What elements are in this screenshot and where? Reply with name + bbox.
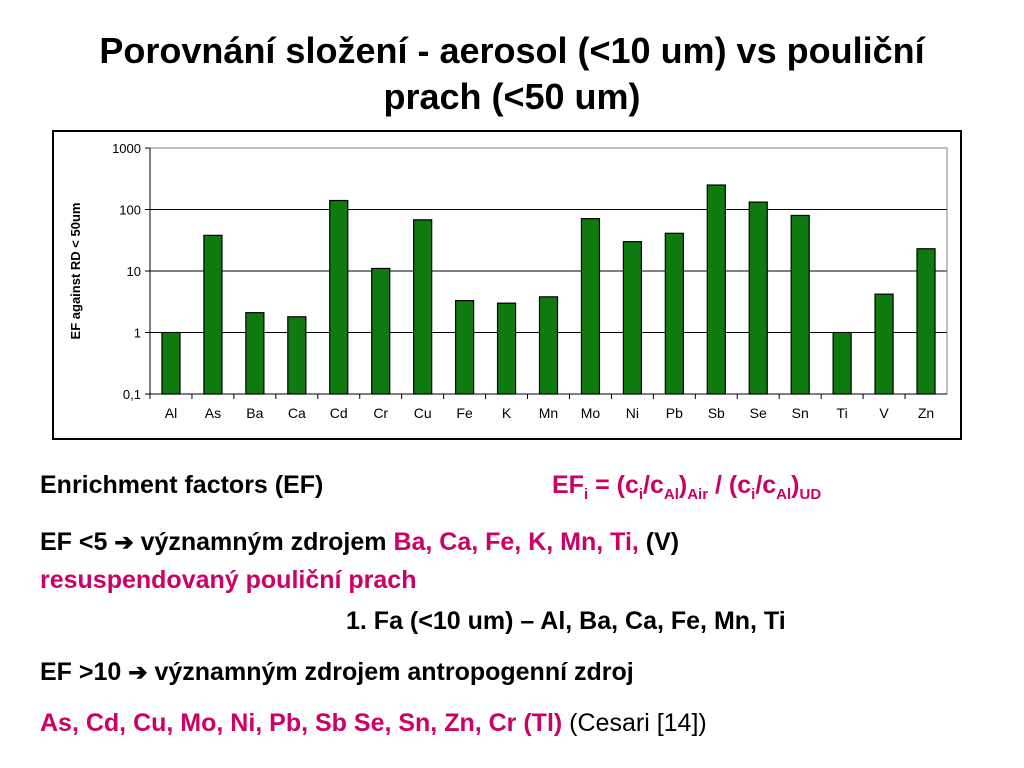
formula-sub-air: Air: [687, 486, 709, 503]
resuspended-dust-line: resuspendovaný pouliční prach: [40, 566, 417, 594]
ef-heading-line: Enrichment factors (EF): [40, 470, 323, 500]
formula-eq-open: = (c: [588, 471, 639, 499]
bar-v: [874, 293, 894, 395]
formula-slash-c: /c: [643, 471, 664, 499]
bar-al: [161, 331, 181, 395]
bar-as: [203, 234, 223, 395]
x-tick-label: Ni: [626, 405, 639, 421]
slide-title: Porovnání složení - aerosol (<10 um) vs …: [0, 28, 1024, 120]
x-tick-label: Ti: [837, 405, 848, 421]
x-tick-label: Cu: [414, 405, 432, 421]
x-tick-label: Mn: [539, 405, 558, 421]
x-tick-label: Se: [750, 405, 767, 421]
anthropogenic-elements: As, Cd, Cu, Mo, Ni, Pb, Sb Se, Sn, Zn, C…: [40, 709, 563, 737]
chart-frame: 0,1 1 10 100 1000 Al As Ba Ca Cd Cr Cu Fe K Mn Mo Ni Pb Sb…: [52, 130, 962, 440]
formula-close-ud: ): [791, 471, 800, 499]
formula-sub-i: i: [583, 486, 589, 503]
bar-ca: [287, 316, 307, 395]
x-tick-label: Fe: [456, 405, 473, 421]
ef-low-suffix: (V): [638, 528, 680, 556]
x-tick-label: K: [502, 405, 512, 421]
formula-slash-c-2: /c: [755, 471, 777, 499]
x-tick-label: As: [205, 405, 221, 421]
x-tick-label: Pb: [666, 405, 683, 421]
ef-formula: EFi = (ci/cAl)Air / (ci/cAl)UD: [552, 470, 822, 503]
ef-high-prefix: EF >10: [40, 658, 129, 686]
y-tick-label: 1000: [112, 141, 141, 156]
ef-heading: Enrichment factors (EF): [40, 471, 324, 499]
ef-high-suffix: významným zdrojem antropogenní zdroj: [147, 658, 634, 686]
x-tick-label: Ba: [246, 405, 263, 421]
y-tick-label: 0,1: [123, 387, 141, 402]
bar-mo: [580, 218, 601, 395]
bar-ti: [832, 331, 852, 395]
x-tick-label: V: [879, 405, 889, 421]
x-tick-label: Al: [165, 405, 177, 421]
x-tick-label: Mo: [581, 405, 601, 421]
formula-ef: EF: [552, 471, 584, 499]
x-tick-label: Cd: [330, 405, 348, 421]
citation: (Cesari [14]): [562, 709, 707, 737]
bar-zn: [916, 248, 936, 395]
formula-sub-ud: UD: [799, 486, 822, 503]
bar-se: [748, 201, 768, 395]
ef-bar-chart: 0,1 1 10 100 1000 Al As Ba Ca Cd Cr Cu Fe K Mn Mo Ni Pb Sb…: [68, 141, 948, 421]
bar-pb: [664, 232, 684, 395]
formula-sub-ci: i: [638, 486, 644, 503]
bar-fe: [454, 300, 475, 395]
x-tick-label: Sn: [792, 405, 809, 421]
y-axis-label: EF against RD < 50um: [68, 203, 83, 340]
arrow-right-icon: ➔: [128, 659, 148, 685]
y-tick-label: 1: [134, 326, 141, 341]
bar-sn: [790, 214, 810, 395]
formula-mid: / (c: [708, 471, 752, 499]
formula-sub-al: Al: [663, 486, 679, 503]
fa-line: 1. Fa (<10 um) – Al, Ba, Ca, Fe, Mn, Ti: [346, 607, 786, 635]
ef-low-middle: významným zdrojem: [133, 528, 394, 556]
ef-low-elements: Ba, Ca, Fe, K, Mn, Ti,: [393, 528, 639, 556]
title-line-1: Porovnání složení - aerosol (<10 um) vs …: [99, 30, 925, 71]
bar-mn: [538, 296, 559, 395]
bar-cd: [329, 199, 349, 395]
ef-high-line: EF >10 ➔ významným zdrojem antropogenní …: [40, 657, 634, 687]
bar-cu: [413, 219, 433, 395]
bar-ba: [245, 312, 265, 395]
x-tick-label: Cr: [373, 405, 388, 421]
formula-sub-ci-2: i: [751, 486, 756, 503]
bar-sb: [706, 184, 726, 395]
bar-cr: [371, 267, 391, 395]
x-tick-label: Ca: [288, 405, 306, 421]
title-line-2: prach (<50 um): [383, 76, 641, 117]
formula-sub-al-2: Al: [776, 486, 792, 503]
anthropogenic-elements-line: As, Cd, Cu, Mo, Ni, Pb, Sb Se, Sn, Zn, C…: [40, 708, 707, 738]
y-tick-label: 100: [119, 203, 141, 218]
bar-ni: [622, 241, 643, 395]
x-tick-label: Sb: [708, 405, 725, 421]
x-tick-label: Zn: [918, 405, 934, 421]
bar-k: [496, 302, 517, 395]
arrow-right-icon: ➔: [114, 529, 134, 555]
ef-low-prefix: EF <5: [40, 528, 115, 556]
ef-low-line: EF <5 ➔ významným zdrojem Ba, Ca, Fe, K,…: [40, 527, 679, 557]
formula-close-air: ): [678, 471, 688, 499]
y-tick-label: 10: [127, 264, 141, 279]
